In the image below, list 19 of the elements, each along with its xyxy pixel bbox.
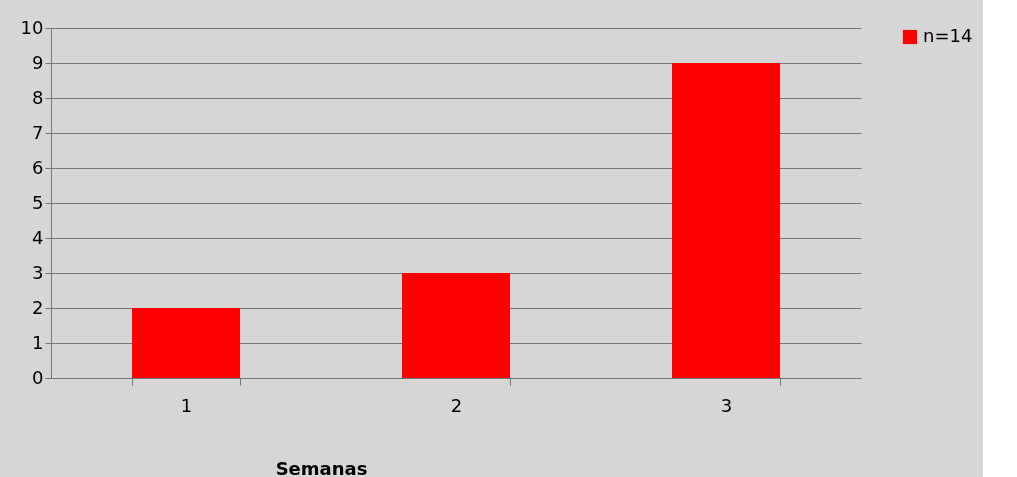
y-tick-label: 9 [32,51,44,73]
y-tick-label: 6 [32,156,44,178]
bar [672,63,780,378]
x-tick-label: 2 [450,394,463,416]
y-tick-label: 7 [32,121,44,143]
y-tick-label: 4 [32,226,44,248]
x-tick-label: 1 [180,394,193,416]
y-tick-label: 0 [32,366,44,388]
y-tick-label: 1 [32,331,44,353]
legend-label: n=14 [923,25,973,46]
bar [402,273,510,378]
y-tick-label: 10 [20,16,44,38]
x-tick-label: 3 [720,394,733,416]
bar [132,308,240,378]
y-tick-label: 2 [32,296,44,318]
y-tick-label: 8 [32,86,44,108]
y-tick-label: 3 [32,261,44,283]
x-axis-title: Semanas [275,457,368,477]
y-tick-label: 5 [32,191,44,213]
